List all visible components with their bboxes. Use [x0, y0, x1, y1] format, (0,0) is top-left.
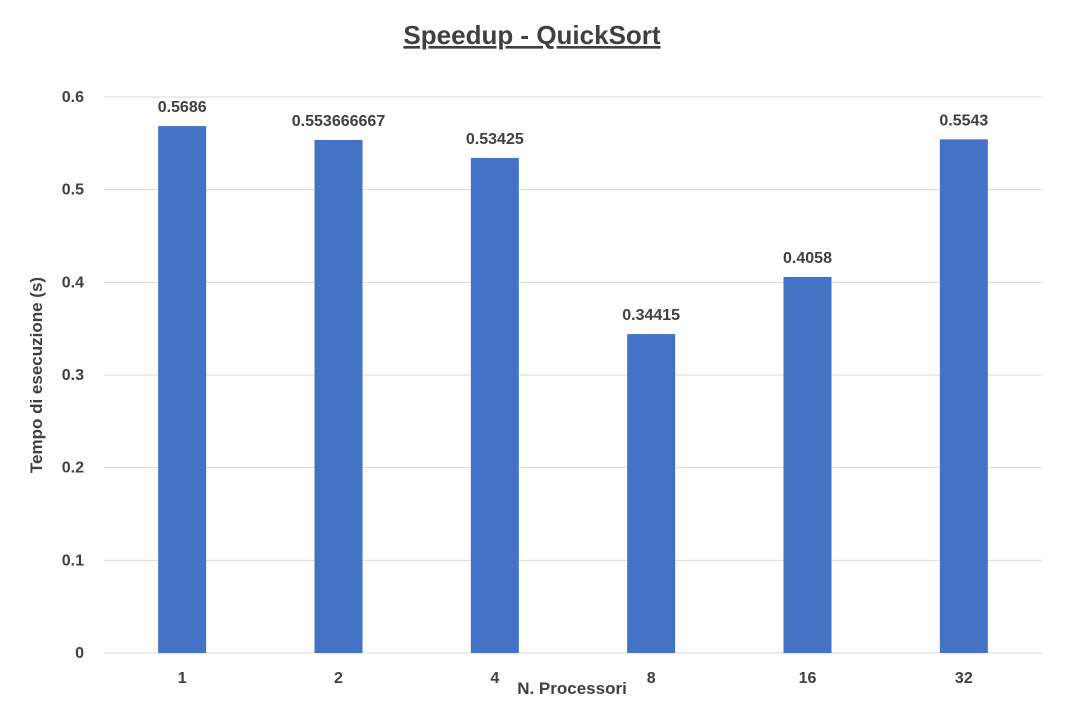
bar [783, 276, 832, 653]
x-tick-label: 4 [490, 670, 499, 687]
x-tick-label: 16 [799, 670, 817, 687]
x-tick-label: 1 [178, 670, 187, 687]
y-tick-label: 0 [75, 645, 84, 662]
data-label: 0.34415 [622, 307, 680, 324]
bar [939, 139, 988, 654]
data-label: 0.5686 [158, 99, 207, 116]
bar [158, 126, 207, 653]
y-tick-label: 0.3 [62, 367, 84, 384]
y-axis-ticks: 0 0.1 0.2 0.3 0.4 0.5 0.6 [62, 89, 84, 662]
y-tick-label: 0.2 [62, 460, 84, 477]
y-tick-label: 0.5 [62, 182, 84, 199]
data-label: 0.553666667 [292, 113, 386, 130]
y-axis-label: Tempo di esecuzione (s) [27, 277, 46, 473]
x-axis-ticks: 1 2 4 8 16 32 [178, 670, 973, 687]
x-tick-label: 8 [647, 670, 656, 687]
y-tick-label: 0.1 [62, 552, 84, 569]
bar [470, 157, 519, 653]
data-label: 0.4058 [783, 250, 832, 267]
y-tick-label: 0.6 [62, 89, 84, 106]
bar [314, 139, 363, 654]
x-axis-label: N. Processori [517, 679, 627, 698]
data-label: 0.5543 [939, 112, 988, 129]
gridlines [104, 96, 1042, 654]
bars [158, 126, 988, 654]
x-tick-label: 32 [955, 670, 973, 687]
bar [627, 334, 676, 653]
data-label: 0.53425 [466, 131, 524, 148]
x-tick-label: 2 [334, 670, 343, 687]
y-tick-label: 0.4 [62, 274, 84, 291]
chart-title: Speedup - QuickSort [403, 20, 660, 50]
data-labels: 0.5686 0.553666667 0.53425 0.34415 0.4058 0.5… [158, 99, 989, 324]
